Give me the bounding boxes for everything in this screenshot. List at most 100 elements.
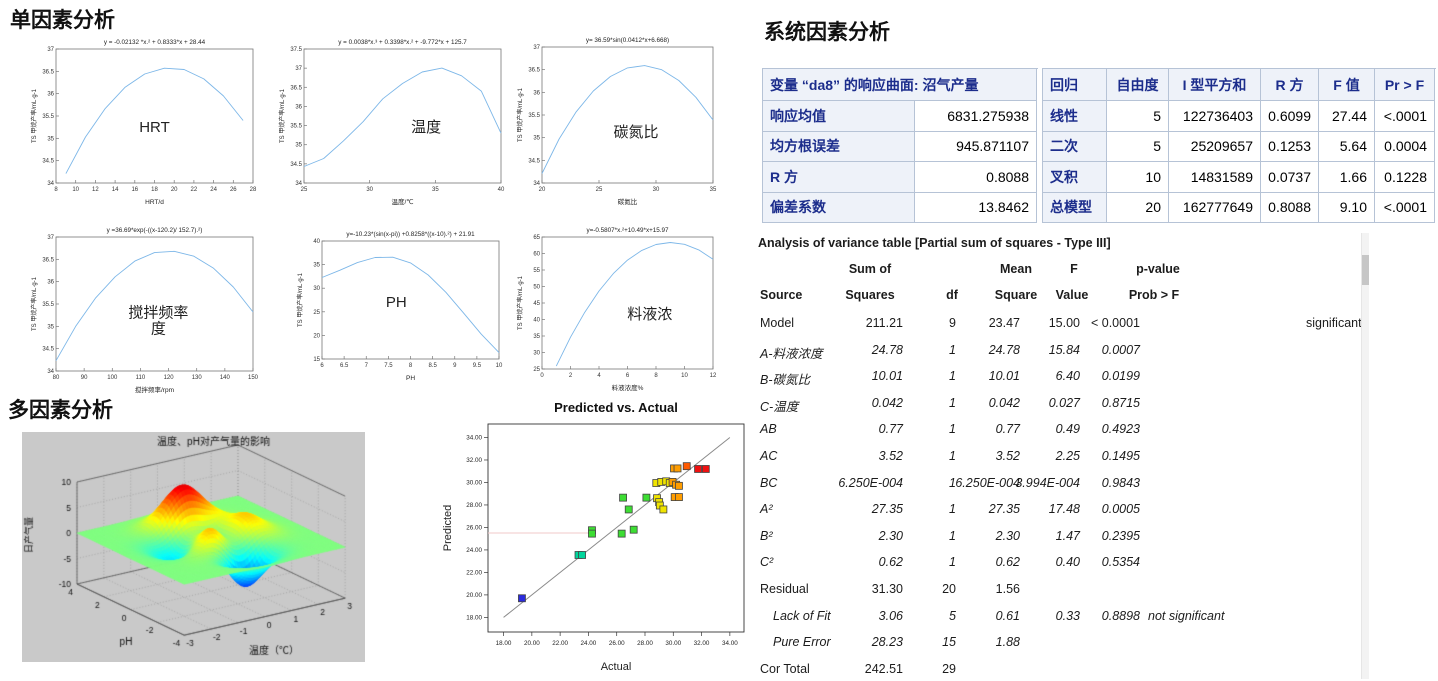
anova-cell: 15.84 — [1048, 342, 1080, 357]
regression-table-row-label: 线性 — [1043, 101, 1107, 132]
regression-table-cell: 0.1228 — [1375, 162, 1435, 193]
anova-cell: 211.21 — [865, 316, 903, 330]
svg-text:130: 130 — [192, 375, 203, 381]
anova-cell: 10.01 — [988, 369, 1020, 384]
svg-text:30: 30 — [313, 286, 320, 292]
regression-table-header: Pr > F — [1375, 69, 1435, 101]
svg-text:35: 35 — [295, 143, 302, 149]
svg-text:36: 36 — [47, 92, 54, 98]
anova-cell: B² — [760, 528, 773, 543]
anova-cell: Model — [760, 316, 795, 330]
svg-text:80: 80 — [53, 375, 60, 381]
svg-text:35.5: 35.5 — [290, 124, 302, 130]
anova-cell: 0.8898 — [1101, 608, 1140, 623]
svg-text:18.00: 18.00 — [466, 614, 482, 621]
svg-text:34: 34 — [533, 181, 540, 187]
anova-cell: 3.06 — [878, 608, 903, 623]
regression-table-cell: 14831589 — [1169, 162, 1261, 193]
scrollbar-thumb[interactable] — [1362, 255, 1369, 285]
svg-text:37: 37 — [295, 66, 302, 72]
anova-cell: 0.0199 — [1101, 369, 1140, 384]
regression-table-cell: 25209657 — [1169, 131, 1261, 162]
svg-text:y = -0.02132 *x.² + 0.8333*x +: y = -0.02132 *x.² + 0.8333*x + 28.44 — [104, 39, 206, 46]
svg-text:36: 36 — [295, 104, 302, 110]
anova-cell: 15 — [942, 635, 956, 650]
anova-cell: 0.0005 — [1101, 502, 1140, 517]
svg-text:HRT: HRT — [139, 119, 170, 136]
svg-text:50: 50 — [533, 285, 540, 291]
anova-cell: 1 — [949, 395, 956, 410]
svg-text:30.00: 30.00 — [466, 479, 482, 486]
svg-text:12: 12 — [92, 187, 99, 193]
svg-text:20: 20 — [313, 333, 320, 339]
anova-cell: 0.61 — [995, 608, 1020, 623]
svg-text:6: 6 — [320, 363, 324, 369]
anova-cell: F — [1070, 262, 1078, 276]
response-table-row-label: 均方根误差 — [763, 131, 915, 162]
svg-text:37.5: 37.5 — [290, 47, 302, 53]
svg-text:8: 8 — [409, 363, 413, 369]
anova-cell: 0.4923 — [1101, 422, 1140, 437]
svg-text:20: 20 — [539, 187, 546, 193]
svg-text:2: 2 — [569, 373, 573, 379]
svg-text:18.00: 18.00 — [496, 640, 512, 647]
regression-table-cell: 0.0004 — [1375, 131, 1435, 162]
svg-text:20: 20 — [171, 187, 178, 193]
svg-text:34: 34 — [47, 369, 54, 375]
response-surface-summary-table: 变量 “da8” 的响应曲面: 沼气产量 响应均值 6831.275938 均方根误差… — [762, 68, 1038, 223]
svg-text:20.00: 20.00 — [466, 592, 482, 599]
svg-text:25: 25 — [533, 367, 540, 373]
svg-text:32.00: 32.00 — [466, 457, 482, 464]
anova-cell: 1.88 — [995, 635, 1020, 650]
svg-text:36: 36 — [47, 280, 54, 286]
plot-hrt: 8 10 12 14 16 18 20 22 24 26 28 34 34.5 35 35.5 36 36.5 3… — [28, 36, 260, 208]
svg-text:搅拌频率度: 搅拌频率度 — [128, 304, 188, 337]
svg-text:28: 28 — [250, 187, 257, 193]
response-table-row-value: 13.8462 — [915, 192, 1037, 223]
scrollbar-track[interactable] — [1361, 233, 1369, 679]
svg-text:35: 35 — [533, 334, 540, 340]
anova-cell: 1.47 — [1055, 528, 1080, 543]
anova-cell: 17.48 — [1048, 502, 1080, 517]
svg-text:Actual: Actual — [601, 661, 632, 673]
response-table-row-value: 945.871107 — [915, 131, 1037, 162]
anova-cell: 20 — [942, 582, 956, 596]
anova-cell: 3.52 — [878, 449, 903, 463]
svg-text:28.00: 28.00 — [637, 640, 653, 647]
anova-cell: 0.40 — [1055, 555, 1080, 570]
svg-text:36.5: 36.5 — [528, 68, 540, 74]
anova-cell: Cor Total — [760, 661, 810, 676]
regression-table-cell: 1.66 — [1319, 162, 1375, 193]
regression-table-header: F 值 — [1319, 69, 1375, 101]
anova-cell: 5 — [949, 608, 956, 623]
svg-text:37: 37 — [47, 235, 54, 241]
regression-table-cell: 27.44 — [1319, 101, 1375, 132]
svg-text:10: 10 — [72, 187, 79, 193]
svg-text:10: 10 — [681, 373, 688, 379]
svg-text:36: 36 — [533, 90, 540, 96]
anova-cell: 0.62 — [878, 555, 903, 570]
svg-text:y= 36.59*sin(0.0412*x+6.668): y= 36.59*sin(0.0412*x+6.668) — [586, 37, 669, 44]
plot-temperature: 25 30 35 40 34 34.5 35 35.5 36 36.5 37 37.5 y = 0.00… — [276, 36, 508, 208]
svg-text:34.5: 34.5 — [42, 347, 54, 353]
regression-table-row-label: 总模型 — [1043, 192, 1107, 223]
response-table-row-value: 0.8088 — [915, 162, 1037, 193]
anova-cell: 0.0007 — [1101, 342, 1140, 357]
svg-text:4: 4 — [597, 373, 601, 379]
svg-text:PH: PH — [406, 375, 415, 382]
svg-text:36.5: 36.5 — [42, 69, 54, 75]
svg-text:60: 60 — [533, 252, 540, 258]
svg-text:TS 甲烷产率/mL·g-1: TS 甲烷产率/mL·g-1 — [30, 276, 38, 331]
regression-table-header: 回归 — [1043, 69, 1107, 101]
svg-text:25: 25 — [313, 310, 320, 316]
anova-cell: 0.77 — [995, 422, 1020, 437]
regression-table-row-label: 二次 — [1043, 131, 1107, 162]
svg-text:24: 24 — [210, 187, 217, 193]
anova-cell: 27.35 — [988, 502, 1020, 517]
svg-text:22.00: 22.00 — [466, 569, 482, 576]
anova-cell: significant — [1306, 316, 1362, 330]
anova-cell: Source — [760, 288, 803, 302]
svg-text:34.5: 34.5 — [42, 159, 54, 165]
anova-cell: 0.62 — [995, 555, 1020, 570]
